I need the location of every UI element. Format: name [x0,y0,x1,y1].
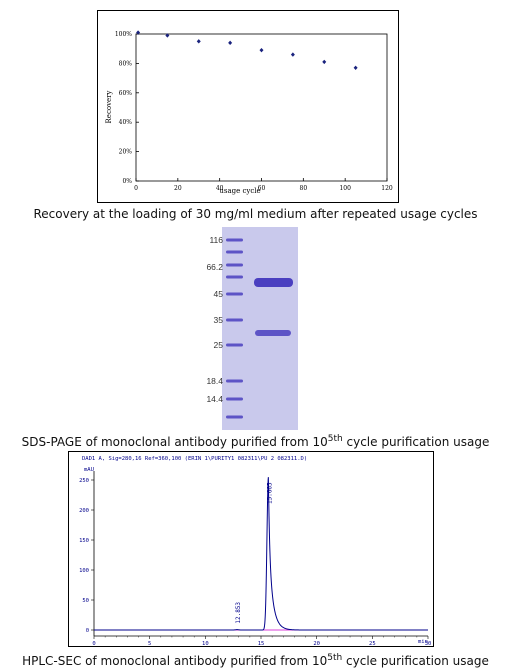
gel-marker-label: 45 [214,289,224,299]
hplc-panel: DAD1 A, Sig=280,16 Ref=360,100 (ERIN 1\P… [68,451,434,647]
hplc-caption-prefix: HPLC-SEC of monoclonal antibody purified… [22,654,328,668]
recovery-y-axis-label: Recovery [105,90,113,123]
recovery-y-tick-label: 0% [122,178,132,185]
recovery-data-point [259,47,264,53]
hplc-chromatogram: DAD1 A, Sig=280,16 Ref=360,100 (ERIN 1\P… [68,451,434,647]
hplc-trace [94,477,428,631]
recovery-x-axis-label: usage cycle [219,187,260,195]
recovery-x-tick-label: 120 [381,185,393,192]
hplc-y-tick-label: 250 [79,478,89,484]
gel-marker-label: 25 [214,340,224,350]
gel-marker-band [226,343,243,347]
hplc-y-tick-label: 0 [86,628,89,634]
recovery-data-point [196,39,201,44]
recovery-caption: Recovery at the loading of 30 mg/ml medi… [33,207,478,221]
hplc-x-unit: min [418,639,428,645]
recovery-x-tick-label: 40 [216,185,224,192]
hplc-x-tick-label: 30 [425,641,432,647]
gel-marker-label: 14.4 [206,394,223,404]
hplc-y-unit: mAU [84,467,94,473]
recovery-data-point [165,33,170,38]
sds-page-gel: 116 66.2 45 35 25 18.4 14.4 [206,227,298,430]
hplc-x-tick-label: 20 [313,641,320,647]
recovery-x-tick-label: 60 [258,185,266,192]
hplc-header: DAD1 A, Sig=280,16 Ref=360,100 (ERIN 1\P… [82,456,307,462]
recovery-y-tick-label: 20% [119,149,133,156]
hplc-caption-sup: 5th [327,653,343,663]
gel-marker-label: 18.4 [206,376,223,386]
hplc-y-tick-label: 50 [82,598,89,604]
gel-marker-band [226,318,243,322]
gel-marker-label: 116 [209,235,223,245]
gel-marker-band [226,275,243,279]
sds-caption-sup: 5th [327,434,343,444]
recovery-y-tick-label: 60% [119,90,133,97]
hplc-y-tick-label: 100 [79,568,89,574]
gel-marker-band [226,415,243,419]
recovery-data-point [136,30,141,35]
hplc-x-tick-label: 15 [258,641,265,647]
gel-background [222,227,298,430]
hplc-x-tick-label: 25 [369,641,376,647]
recovery-x-tick-label: 80 [300,185,308,192]
recovery-data-point [290,52,295,57]
hplc-caption: HPLC-SEC of monoclonal antibody purified… [0,653,511,668]
gel-marker-band [226,250,243,254]
recovery-data-point [228,40,233,46]
gel-marker-band [226,238,243,242]
recovery-chart-panel: 0% 20% 40% 60% 80% 100% 0 20 40 60 80 100 120 usage… [97,10,399,203]
recovery-x-tick-label: 0 [134,185,138,192]
hplc-x-tick-label: 10 [202,641,209,647]
sds-caption: SDS-PAGE of monoclonal antibody purified… [0,434,511,449]
hplc-caption-suffix: cycle purification usage [342,654,489,668]
gel-marker-band [226,263,243,267]
hplc-y-tick-label: 150 [79,538,89,544]
recovery-y-tick-label: 40% [119,119,133,126]
hplc-x-tick-label: 0 [92,641,95,647]
recovery-data-point [353,65,358,71]
sds-caption-prefix: SDS-PAGE of monoclonal antibody purified… [21,435,328,449]
gel-light-chain-band [255,330,291,336]
gel-marker-band [226,379,243,383]
recovery-x-tick-label: 20 [174,185,182,192]
hplc-peak-label: 12.853 [235,602,242,624]
gel-marker-band [226,292,243,296]
sds-page-panel: 116 66.2 45 35 25 18.4 14.4 [196,227,298,430]
hplc-peak-label: 15.665 [266,482,273,504]
gel-marker-label: 35 [214,315,224,325]
hplc-frame [68,451,434,647]
hplc-x-tick-label: 5 [148,641,151,647]
gel-marker-label: 66.2 [206,262,223,272]
recovery-x-tick-label: 100 [339,185,351,192]
recovery-y-tick-label: 100% [115,31,132,38]
gel-marker-band [226,397,243,401]
sds-caption-suffix: cycle purification usage [342,435,490,449]
gel-heavy-chain-band [254,278,293,287]
recovery-y-tick-label: 80% [119,60,133,67]
recovery-data-point [322,59,327,65]
hplc-y-tick-label: 200 [79,508,89,514]
recovery-chart: 0% 20% 40% 60% 80% 100% 0 20 40 60 80 100 120 usage… [97,10,399,203]
recovery-frame [97,10,399,203]
